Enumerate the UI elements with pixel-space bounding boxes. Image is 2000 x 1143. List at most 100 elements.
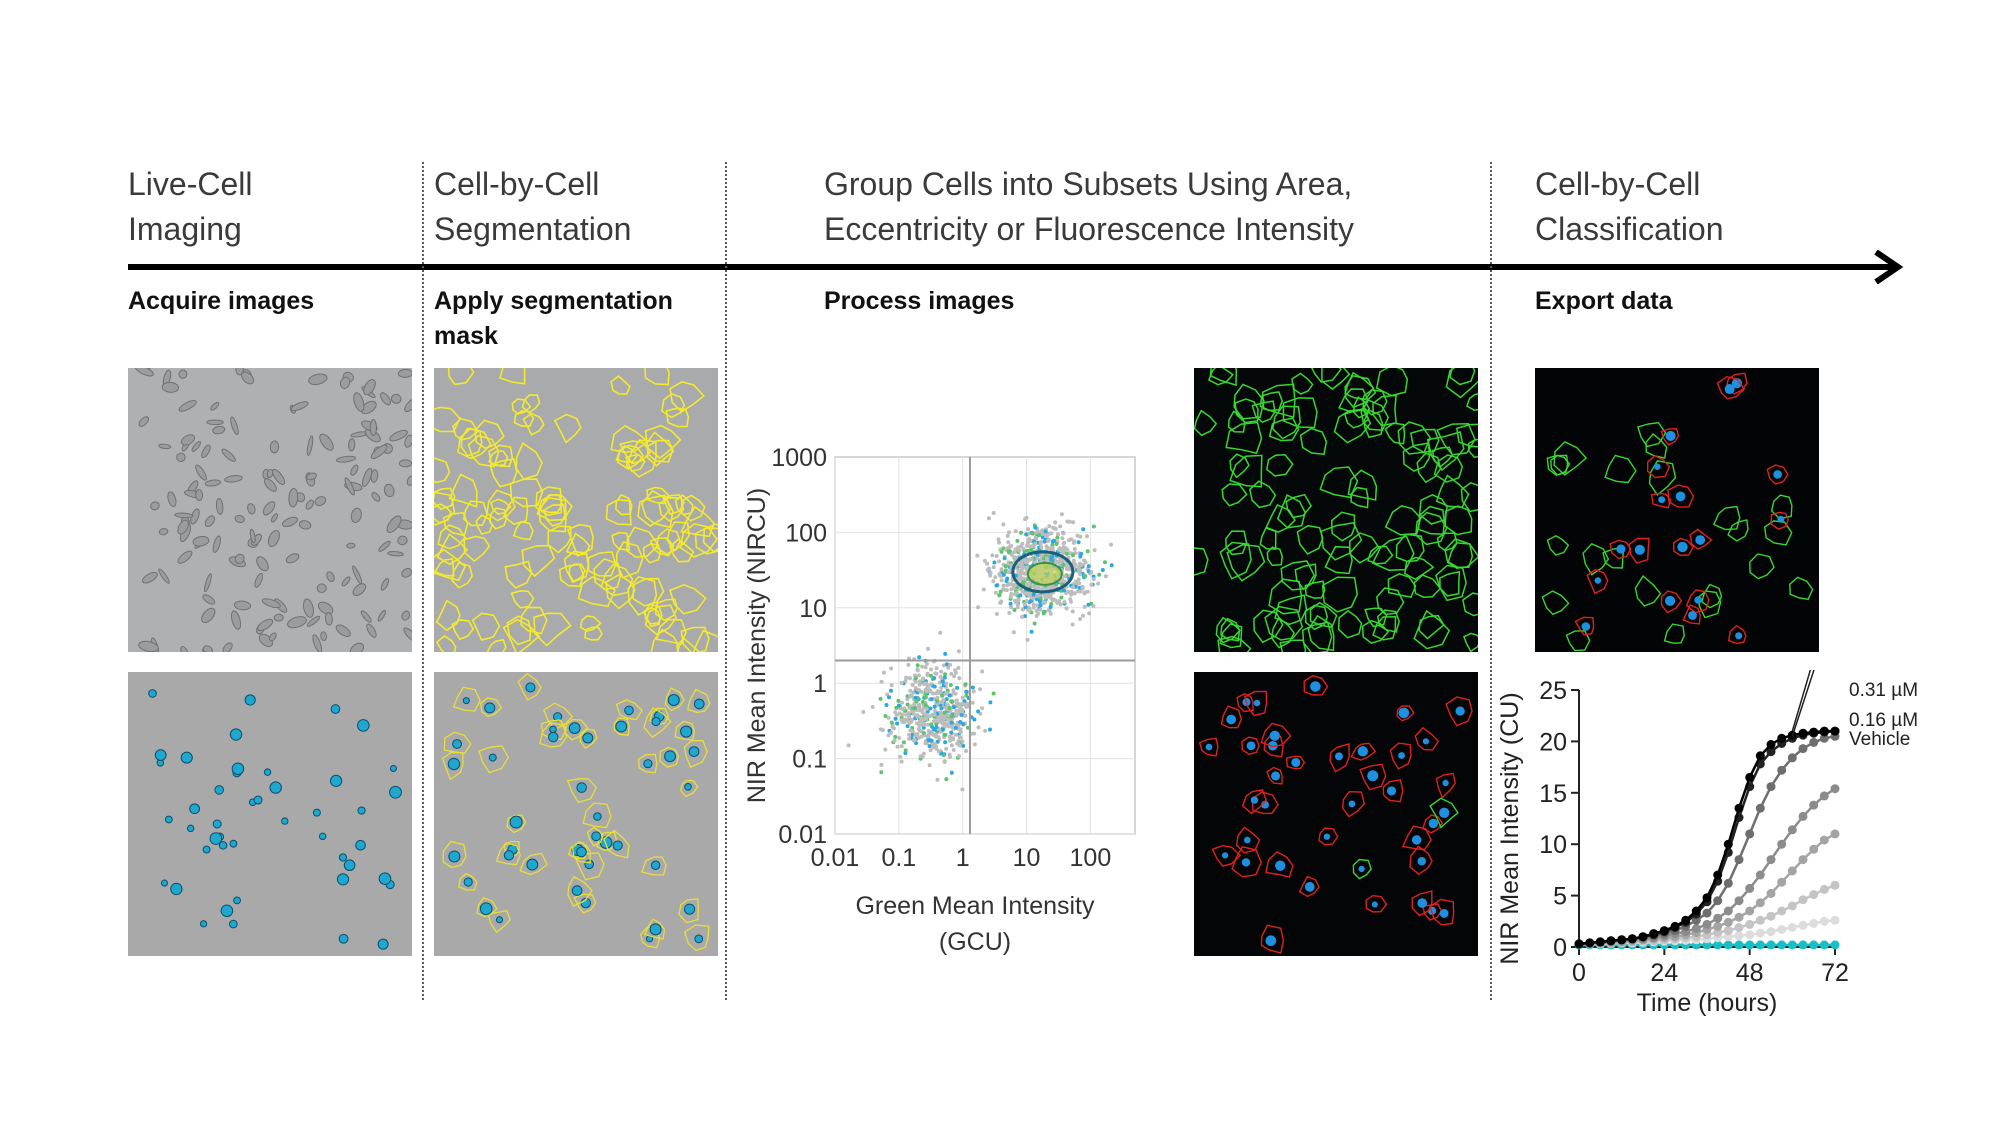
density-contour bbox=[1011, 550, 1075, 594]
y-tick-label: 0 bbox=[1553, 934, 1567, 962]
cell-outline bbox=[434, 457, 451, 484]
scatter-point bbox=[917, 706, 922, 711]
nucleus bbox=[231, 762, 245, 776]
scatter-point bbox=[912, 737, 917, 742]
scatter-point bbox=[944, 691, 949, 696]
nucleus bbox=[1275, 860, 1286, 871]
y-tick-label: 0.01 bbox=[778, 821, 827, 849]
scatter-point bbox=[930, 691, 935, 696]
scatter-point bbox=[917, 702, 922, 707]
scatter-point bbox=[1078, 589, 1083, 594]
nucleus bbox=[693, 698, 705, 710]
scatter-point bbox=[1024, 515, 1029, 520]
cell-outline bbox=[543, 504, 566, 527]
nucleus bbox=[447, 757, 461, 771]
cell-outline bbox=[515, 441, 543, 481]
scatter-point bbox=[1089, 570, 1094, 574]
cell-outline bbox=[1265, 851, 1294, 878]
series-point bbox=[1745, 883, 1755, 893]
cell-outline bbox=[1347, 469, 1378, 501]
red-classified-outlines bbox=[1194, 672, 1478, 956]
scatter-point bbox=[949, 720, 954, 725]
cell-outline bbox=[1460, 481, 1478, 513]
nucleus bbox=[1731, 378, 1743, 389]
scatter-point bbox=[938, 710, 943, 715]
legend-leader-line bbox=[1791, 670, 1812, 732]
scatter-point bbox=[889, 730, 894, 735]
cell-outline bbox=[659, 746, 680, 768]
cell bbox=[222, 642, 233, 652]
cell bbox=[360, 610, 372, 623]
cell-outline bbox=[1304, 580, 1326, 599]
scatter-point bbox=[1078, 617, 1083, 621]
scatter-point bbox=[892, 738, 897, 743]
scatter-point bbox=[1097, 572, 1102, 577]
series-point bbox=[1691, 915, 1701, 925]
series-point bbox=[1777, 940, 1787, 950]
nucleus bbox=[330, 704, 341, 714]
cell-outline bbox=[1421, 903, 1443, 921]
y-tick-label: 0.1 bbox=[792, 746, 827, 774]
cell bbox=[348, 438, 356, 452]
series-point bbox=[1702, 919, 1712, 929]
scatter-point bbox=[1001, 583, 1006, 588]
scatter-point bbox=[906, 711, 911, 716]
series-point bbox=[1734, 923, 1744, 932]
cell-outline bbox=[1219, 623, 1243, 649]
cell-outline bbox=[603, 829, 630, 859]
scatter-point bbox=[957, 754, 961, 759]
scatter-point bbox=[917, 682, 922, 687]
cell-outline bbox=[632, 577, 665, 607]
cell-outline bbox=[1285, 493, 1313, 519]
nucleus bbox=[1226, 714, 1237, 725]
cell bbox=[366, 623, 377, 638]
cell-outline bbox=[1384, 422, 1406, 445]
scatter-point bbox=[1024, 565, 1029, 570]
scatter-point bbox=[917, 723, 922, 728]
scatter-point bbox=[935, 695, 940, 700]
cell-outline bbox=[503, 840, 520, 858]
series-point bbox=[1766, 782, 1776, 792]
nucleus bbox=[484, 702, 496, 714]
cell bbox=[369, 419, 377, 437]
nucleus bbox=[229, 728, 243, 741]
cell bbox=[174, 512, 194, 519]
nucleus bbox=[355, 839, 366, 851]
nucleus bbox=[448, 850, 461, 863]
cell bbox=[212, 535, 221, 553]
nucleus bbox=[148, 689, 157, 698]
scatter-point bbox=[954, 713, 959, 718]
scatter-point bbox=[923, 733, 928, 738]
scatter-point bbox=[1031, 605, 1036, 610]
scatter-point bbox=[917, 673, 921, 678]
scatter-point bbox=[1027, 593, 1032, 598]
cell bbox=[404, 397, 412, 413]
cell bbox=[387, 550, 404, 557]
cell-outline bbox=[566, 778, 598, 804]
cell-outline bbox=[644, 368, 670, 386]
cell-outline bbox=[1268, 417, 1300, 442]
cell bbox=[370, 444, 388, 460]
scatter-point bbox=[1015, 602, 1020, 607]
scatter-point bbox=[1067, 538, 1071, 543]
cell-outline bbox=[593, 557, 622, 591]
scatter-point bbox=[1021, 580, 1026, 585]
nucleus bbox=[199, 920, 208, 928]
nucleus bbox=[593, 812, 602, 821]
cell-outline bbox=[683, 739, 708, 768]
cell-outline bbox=[1416, 452, 1442, 484]
scatter-point bbox=[947, 755, 952, 759]
scatter-point bbox=[1013, 529, 1018, 534]
series-point bbox=[1723, 917, 1733, 927]
series-point bbox=[1777, 733, 1787, 743]
nucleus bbox=[694, 934, 704, 944]
nucleus bbox=[1665, 430, 1676, 441]
cell-outline bbox=[616, 444, 645, 471]
scatter-point bbox=[923, 712, 928, 717]
series-point bbox=[1809, 844, 1819, 854]
cell-outline bbox=[1367, 545, 1394, 565]
scatter-point bbox=[953, 732, 958, 737]
scatter-point bbox=[949, 730, 954, 735]
cell-outline bbox=[662, 494, 685, 516]
cell bbox=[150, 501, 160, 511]
